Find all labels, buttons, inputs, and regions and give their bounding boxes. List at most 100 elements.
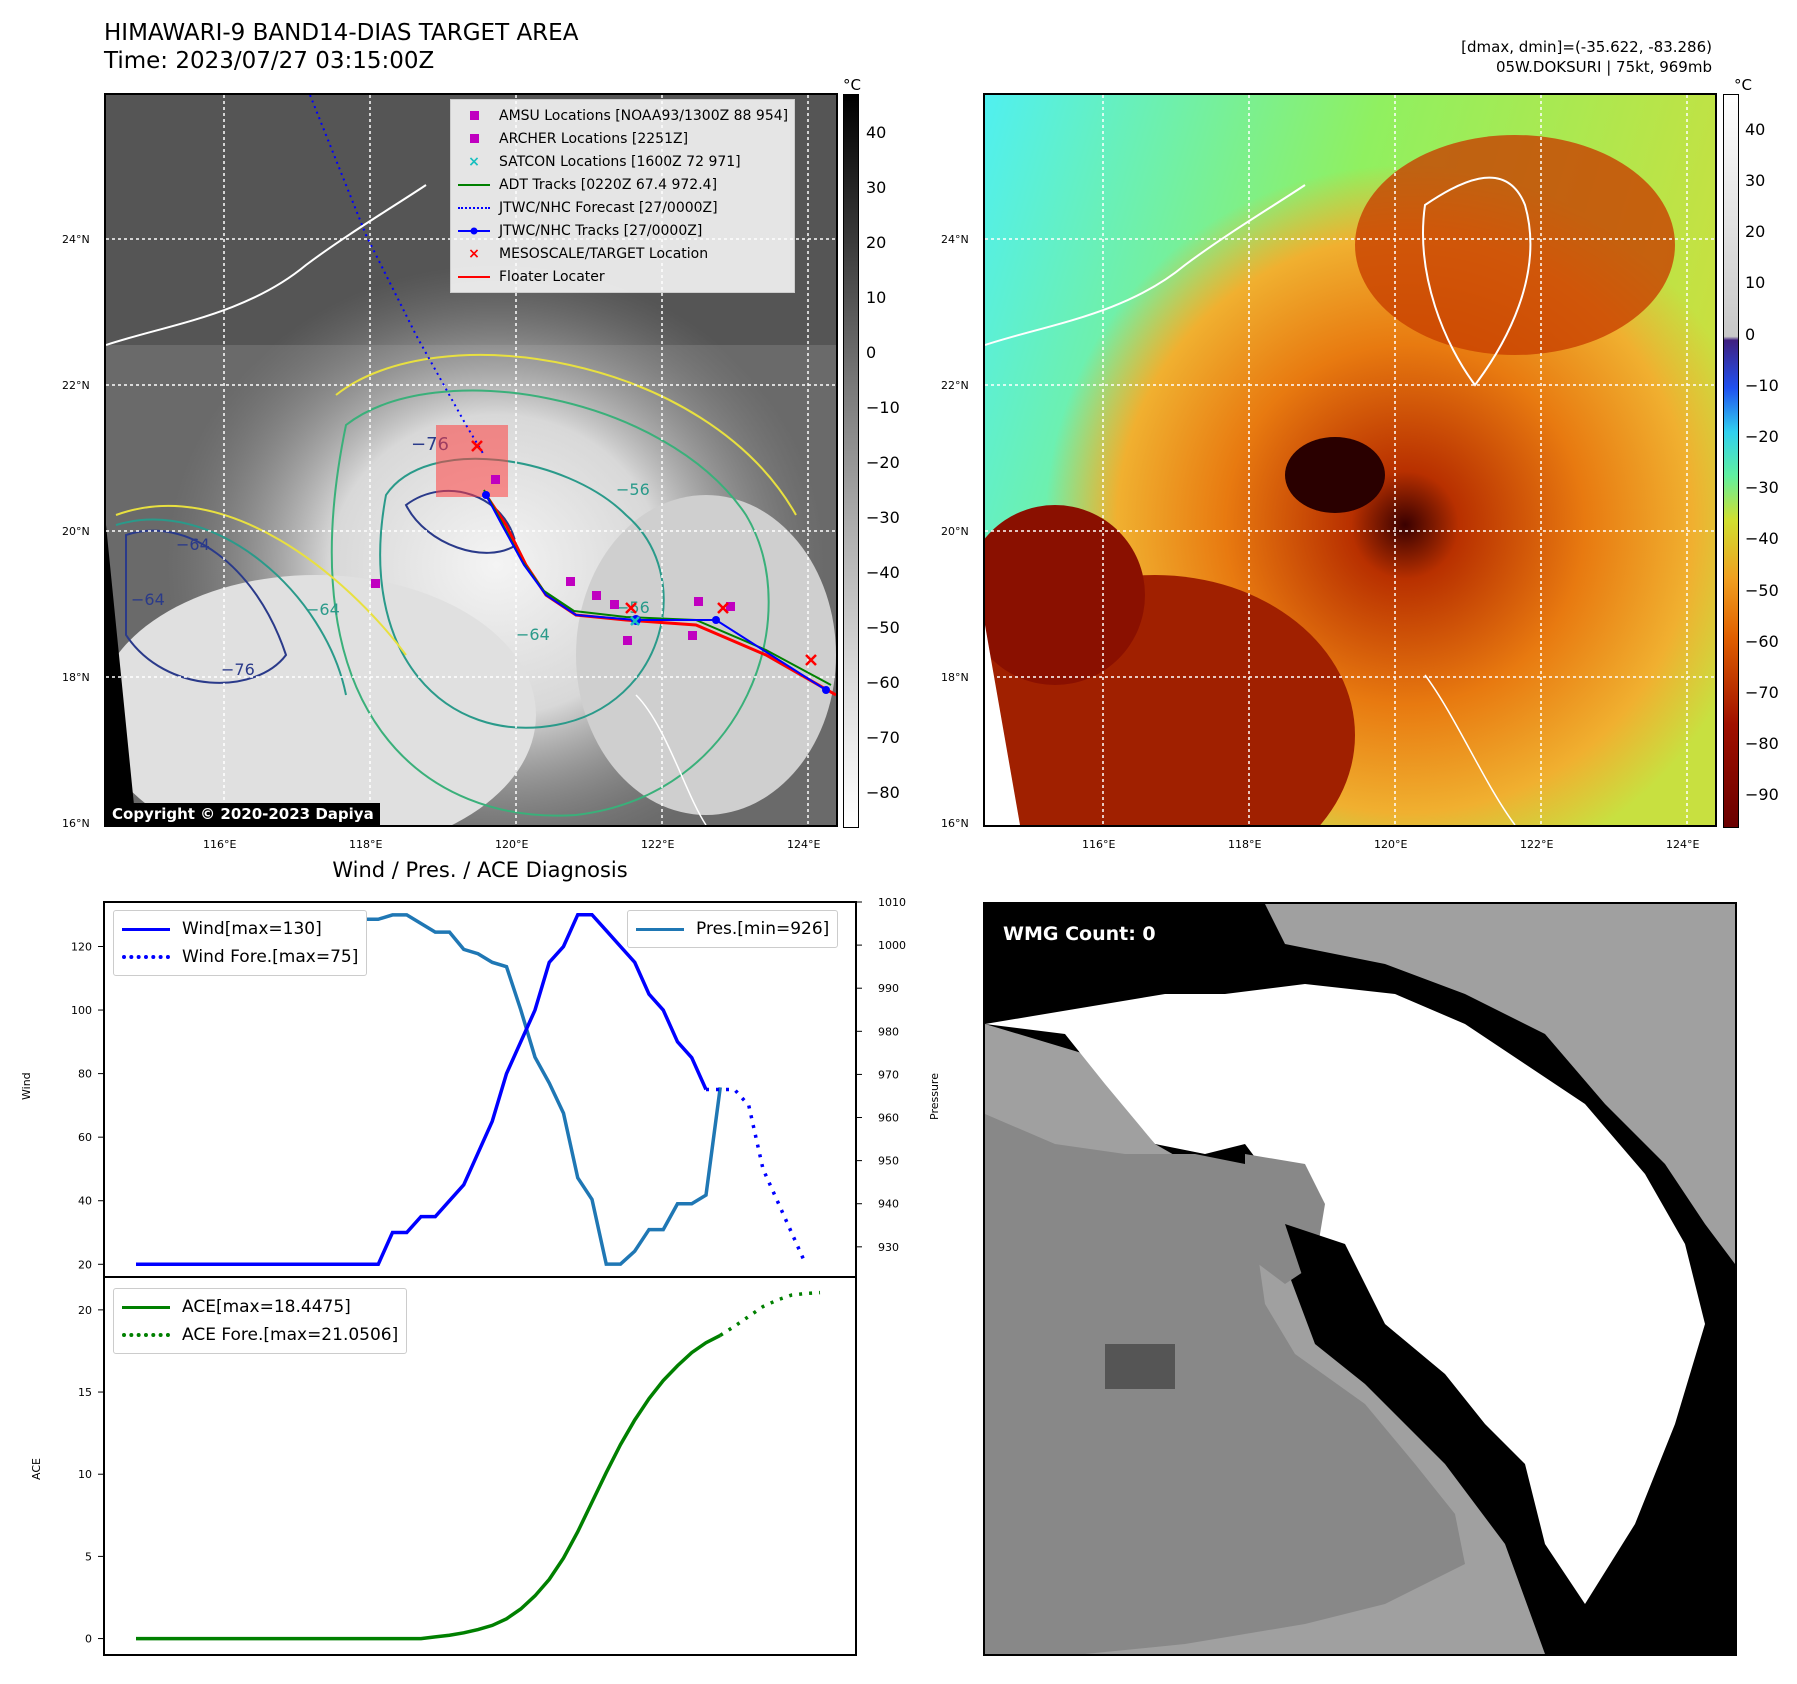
colorbar-tick-label: 0 xyxy=(866,342,877,362)
legend-item: ARCHER Locations [2251Z] xyxy=(457,127,788,150)
colorbar-tick-label: −20 xyxy=(1745,426,1779,446)
mesoscale-target-box xyxy=(436,425,508,497)
contour-label: −56 xyxy=(616,480,650,499)
colorbar-tick-label: −30 xyxy=(866,507,900,527)
legend-item: ADT Tracks [0220Z 67.4 972.4] xyxy=(457,173,788,196)
lon-label: 118°E xyxy=(349,838,383,851)
colorbar-tick-label: −70 xyxy=(1745,682,1779,702)
pressure-legend: Pres.[min=926] xyxy=(627,910,839,948)
colorbar-tick-label: −60 xyxy=(866,672,900,692)
colorbar-tick-label: 30 xyxy=(1745,171,1766,191)
wind-tick-label: 60 xyxy=(78,1131,92,1144)
lon-label: 122°E xyxy=(1520,838,1554,851)
lat-label: 24°N xyxy=(62,233,90,246)
wind-tick-label: 100 xyxy=(71,1004,92,1017)
wind-tick-label: 80 xyxy=(78,1068,92,1081)
wind-forecast-line xyxy=(706,1087,808,1266)
pressure-tick-label: 1010 xyxy=(878,896,906,909)
colorbar-tick-label: −70 xyxy=(866,727,900,747)
legend-item: AMSU Locations [NOAA93/1300Z 88 954] xyxy=(457,104,788,127)
ace-legend: ACE[max=18.4475] ACE Fore.[max=21.0506] xyxy=(113,1288,408,1354)
ir-map-right-canvas xyxy=(985,95,1715,825)
legend-item: JTWC/NHC Forecast [27/0000Z] xyxy=(457,196,788,219)
colorbar-tick-label: 20 xyxy=(866,232,887,252)
lon-label: 118°E xyxy=(1228,838,1262,851)
legend-item: ACE Fore.[max=21.0506] xyxy=(122,1321,398,1349)
wmg-count-label: WMG Count: 0 xyxy=(1003,923,1156,945)
wind-tick-label: 120 xyxy=(71,940,92,953)
colorbar-tick-label: 20 xyxy=(1745,222,1766,242)
lat-label: 16°N xyxy=(62,817,90,830)
colorbar-tick-label: −10 xyxy=(1745,375,1779,395)
legend-item: Wind Fore.[max=75] xyxy=(122,943,358,971)
lat-label: 18°N xyxy=(62,671,90,684)
contour-label: −76 xyxy=(221,660,255,679)
pressure-tick-label: 940 xyxy=(878,1198,899,1211)
copyright-badge: Copyright © 2020-2023 Dapiya xyxy=(106,803,380,825)
colorbar-tick-label: −90 xyxy=(1745,785,1779,805)
pressure-tick-label: 990 xyxy=(878,982,899,995)
lon-label: 122°E xyxy=(641,838,675,851)
colorbar-tick-label: −80 xyxy=(866,782,900,802)
legend-item: Pres.[min=926] xyxy=(636,915,829,943)
ir-map-left: −76 −64 −64 −76 −64 −56 −64 −56 xyxy=(104,93,838,827)
colorbar-tick-label: −40 xyxy=(866,562,900,582)
lat-label: 24°N xyxy=(941,233,969,246)
wind-tick-label: 20 xyxy=(78,1258,92,1271)
colorbar-tick-label: −80 xyxy=(1745,734,1779,754)
contour-label: −64 xyxy=(131,590,165,609)
wmg-panel: WMG Count: 0 xyxy=(983,902,1737,1656)
colorbar-tick-label: 40 xyxy=(1745,119,1766,139)
legend-item: ACE[max=18.4475] xyxy=(122,1293,398,1321)
wind-legend: Wind[max=130] Wind Fore.[max=75] xyxy=(113,910,368,976)
colorbar-unit: °C xyxy=(1734,76,1752,94)
lat-label: 20°N xyxy=(941,525,969,538)
colorbar-tick-label: −60 xyxy=(1745,631,1779,651)
colorbar-tick-label: 10 xyxy=(1745,273,1766,293)
lon-label: 124°E xyxy=(1666,838,1700,851)
contour-label: −64 xyxy=(516,625,550,644)
colorbar-tick-label: −40 xyxy=(1745,529,1779,549)
ace-tick-label: 10 xyxy=(78,1468,92,1481)
ace-tick-label: 15 xyxy=(78,1386,92,1399)
contour-label: −64 xyxy=(306,600,340,619)
legend-item: × MESOSCALE/TARGET Location xyxy=(468,245,709,262)
storm-info: 05W.DOKSURI | 75kt, 969mb xyxy=(1495,58,1712,76)
ace-tick-label: 20 xyxy=(78,1304,92,1317)
colorbar-tick-label: 30 xyxy=(866,177,887,197)
colorbar-color xyxy=(1723,94,1739,828)
figure-time: Time: 2023/07/27 03:15:00Z xyxy=(104,48,435,74)
wind-tick-label: 40 xyxy=(78,1195,92,1208)
colorbar-unit: °C xyxy=(843,76,861,94)
colorbar-tick-label: 40 xyxy=(866,122,887,142)
lat-label: 20°N xyxy=(62,525,90,538)
lon-label: 116°E xyxy=(203,838,237,851)
colorbar-grayscale xyxy=(843,94,859,828)
colorbar-tick-label: −50 xyxy=(1745,580,1779,600)
wind-line xyxy=(136,912,708,1267)
colorbar-tick-label: −50 xyxy=(866,617,900,637)
legend-item: Wind[max=130] xyxy=(122,915,358,943)
jtwc-track xyxy=(485,494,827,691)
lat-label: 22°N xyxy=(62,379,90,392)
figure-title: HIMAWARI-9 BAND14-DIAS TARGET AREA xyxy=(104,20,579,46)
colorbar-tick-label: 10 xyxy=(866,287,887,307)
colorbar-tick-label: −10 xyxy=(866,397,900,417)
colorbar-tick-label: −30 xyxy=(1745,478,1779,498)
lon-label: 120°E xyxy=(1374,838,1408,851)
dmax-dmin-readout: [dmax, dmin]=(-35.622, -83.286) xyxy=(1461,38,1712,56)
ace-tick-label: 0 xyxy=(85,1633,92,1646)
pressure-tick-label: 960 xyxy=(878,1112,899,1125)
colorbar-tick-label: 0 xyxy=(1745,324,1756,344)
pressure-tick-label: 1000 xyxy=(878,939,906,952)
pressure-tick-label: 930 xyxy=(878,1241,899,1254)
ace-forecast-line xyxy=(719,1290,821,1337)
legend-item: × SATCON Locations [1600Z 72 971] xyxy=(468,153,741,170)
ir-map-right xyxy=(983,93,1717,827)
legend-item: JTWC/NHC Tracks [27/0000Z] xyxy=(457,219,788,242)
pressure-tick-label: 970 xyxy=(878,1068,899,1081)
contour-label: −64 xyxy=(176,535,210,554)
legend-item: Floater Locater xyxy=(457,265,788,288)
lon-label: 120°E xyxy=(495,838,529,851)
